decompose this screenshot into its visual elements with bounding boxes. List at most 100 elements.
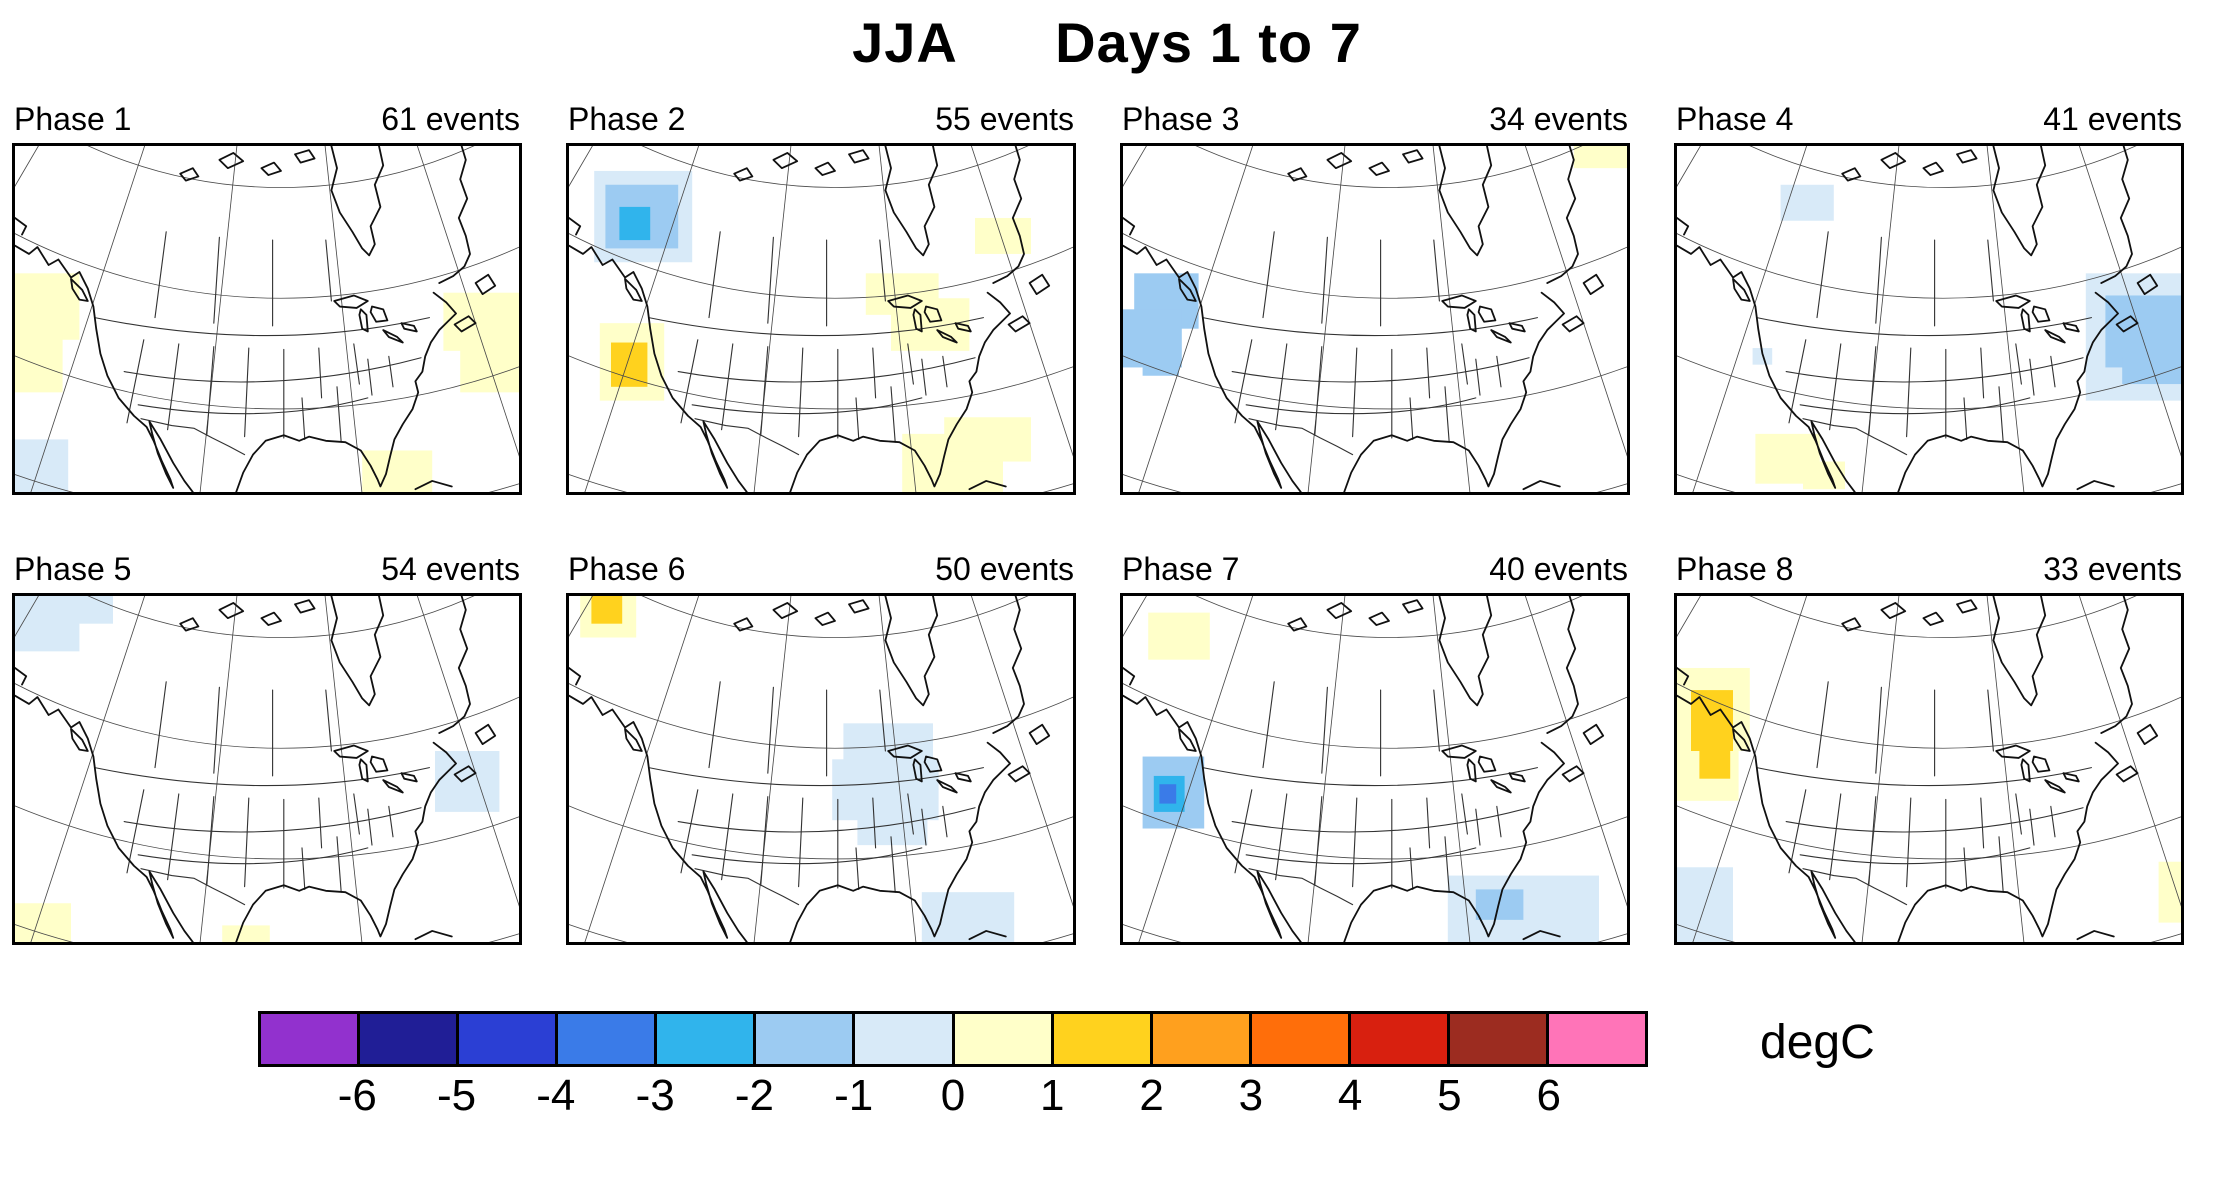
anomaly-patches (15, 596, 500, 942)
panel-phase-label: Phase 8 (1676, 551, 1794, 587)
panel-events-count: 61 events (381, 101, 520, 137)
anomaly-patches (594, 170, 1031, 492)
panel-grid: Phase 1 61 events Phase 2 55 events Phase 3 3… (0, 75, 2214, 945)
anomaly-patch (15, 903, 71, 942)
map-phase-1 (12, 143, 522, 495)
anomaly-patches (1142, 612, 1599, 942)
anomaly-patch (73, 596, 113, 624)
anomaly-patch (1142, 356, 1179, 376)
north-america-map (569, 596, 1073, 942)
panel-phase-3: Phase 3 34 events (1120, 101, 1630, 495)
north-america-map (1677, 146, 2181, 492)
panel-header: Phase 5 54 events (12, 551, 522, 593)
colorbar-segment-4 (657, 1014, 757, 1064)
colorbar-tick-label: -4 (536, 1071, 576, 1120)
panel-phase-1: Phase 1 61 events (12, 101, 522, 495)
colorbar-unit-label: degC (1760, 1016, 1875, 1069)
map-phase-7 (1120, 593, 1630, 945)
colorbar (258, 1011, 1648, 1067)
panel-events-count: 41 events (2043, 101, 2182, 137)
colorbar-tick-label: 2 (1139, 1071, 1164, 1120)
anomaly-patch (1699, 739, 1731, 779)
colorbar-tick-label: -5 (437, 1071, 477, 1120)
colorbar-segment-9 (1152, 1014, 1252, 1064)
map-phase-4 (1674, 143, 2184, 495)
colorbar-segment-12 (1449, 1014, 1550, 1064)
panel-events-count: 34 events (1489, 101, 1628, 137)
anomaly-patch (222, 925, 270, 942)
colorbar-segment-7 (954, 1014, 1054, 1064)
anomaly-patches (1677, 667, 2181, 942)
panel-phase-label: Phase 2 (568, 101, 686, 137)
anomaly-patch (1573, 146, 1627, 169)
panel-events-count: 55 events (935, 101, 1074, 137)
colorbar-tick-label: -3 (635, 1071, 675, 1120)
panel-phase-7: Phase 7 40 events (1120, 551, 1630, 945)
panel-header: Phase 8 33 events (1674, 551, 2184, 593)
colorbar-tick-label: 1 (1040, 1071, 1065, 1120)
panel-phase-label: Phase 6 (568, 551, 686, 587)
panel-phase-label: Phase 7 (1122, 551, 1240, 587)
panel-phase-2: Phase 2 55 events (566, 101, 1076, 495)
panel-phase-6: Phase 6 50 events (566, 551, 1076, 945)
colorbar-segment-8 (1053, 1014, 1153, 1064)
north-america-map (15, 596, 519, 942)
map-phase-2 (566, 143, 1076, 495)
anomaly-patch (619, 206, 651, 241)
anomaly-patch (443, 292, 519, 351)
panel-header: Phase 7 40 events (1120, 551, 1630, 593)
anomaly-patch (2158, 861, 2181, 923)
panel-phase-4: Phase 4 41 events (1674, 101, 2184, 495)
anomaly-patch (15, 439, 69, 492)
anomaly-patch (15, 273, 80, 340)
panel-header: Phase 1 61 events (12, 101, 522, 143)
north-america-map (1677, 596, 2181, 942)
figure-title: JJA Days 1 to 7 (852, 11, 1362, 74)
colorbar-segment-6 (855, 1014, 955, 1064)
colorbar-ticks: -6 -5 -4 -3 -2 -1 0 1 2 3 4 5 6 (258, 1071, 1648, 1131)
panel-phase-5: Phase 5 54 events (12, 551, 522, 945)
composite-figure: JJA Days 1 to 7 Phase 1 61 events Phase 2 5… (0, 11, 2214, 1120)
colorbar-tick-label: 6 (1536, 1071, 1561, 1120)
colorbar-tick-label: -1 (834, 1071, 874, 1120)
map-phase-5 (12, 593, 522, 945)
panel-events-count: 33 events (2043, 551, 2182, 587)
panel-events-count: 54 events (381, 551, 520, 587)
anomaly-patch (1780, 184, 1834, 221)
anomaly-patch (460, 345, 519, 393)
colorbar-segment-1 (360, 1014, 460, 1064)
panel-phase-label: Phase 1 (14, 101, 132, 137)
anomaly-patch (435, 751, 500, 812)
panel-events-count: 40 events (1489, 551, 1628, 587)
map-phase-8 (1674, 593, 2184, 945)
colorbar-segment-10 (1251, 1014, 1351, 1064)
colorbar-tick-label: 4 (1337, 1071, 1363, 1120)
map-phase-3 (1120, 143, 1630, 495)
north-america-map (1123, 146, 1627, 492)
colorbar-segment-2 (459, 1014, 559, 1064)
anomaly-patches (1123, 146, 1627, 376)
anomaly-patch (857, 814, 928, 846)
panel-header: Phase 6 50 events (566, 551, 1076, 593)
north-america-map (569, 146, 1073, 492)
panel-phase-8: Phase 8 33 events (1674, 551, 2184, 945)
panel-header: Phase 3 34 events (1120, 101, 1630, 143)
panel-phase-label: Phase 3 (1122, 101, 1240, 137)
north-america-map (15, 146, 519, 492)
anomaly-patch (1475, 889, 1524, 920)
colorbar-segment-11 (1350, 1014, 1450, 1064)
panel-header: Phase 2 55 events (566, 101, 1076, 143)
map-phase-6 (566, 593, 1076, 945)
anomaly-patch (1447, 875, 1599, 942)
colorbar-tick-label: 0 (940, 1071, 966, 1120)
anomaly-patch (2105, 295, 2181, 368)
anomaly-patches (1752, 184, 2181, 490)
anomaly-patch (15, 334, 63, 393)
colorbar-segment-5 (756, 1014, 856, 1064)
anomaly-patch (1148, 612, 1210, 660)
colorbar-tick-label: 3 (1238, 1071, 1264, 1120)
anomaly-patch (15, 596, 80, 652)
anomaly-patch (944, 417, 1031, 462)
colorbar-segment-3 (558, 1014, 658, 1064)
anomaly-patch (611, 342, 648, 387)
